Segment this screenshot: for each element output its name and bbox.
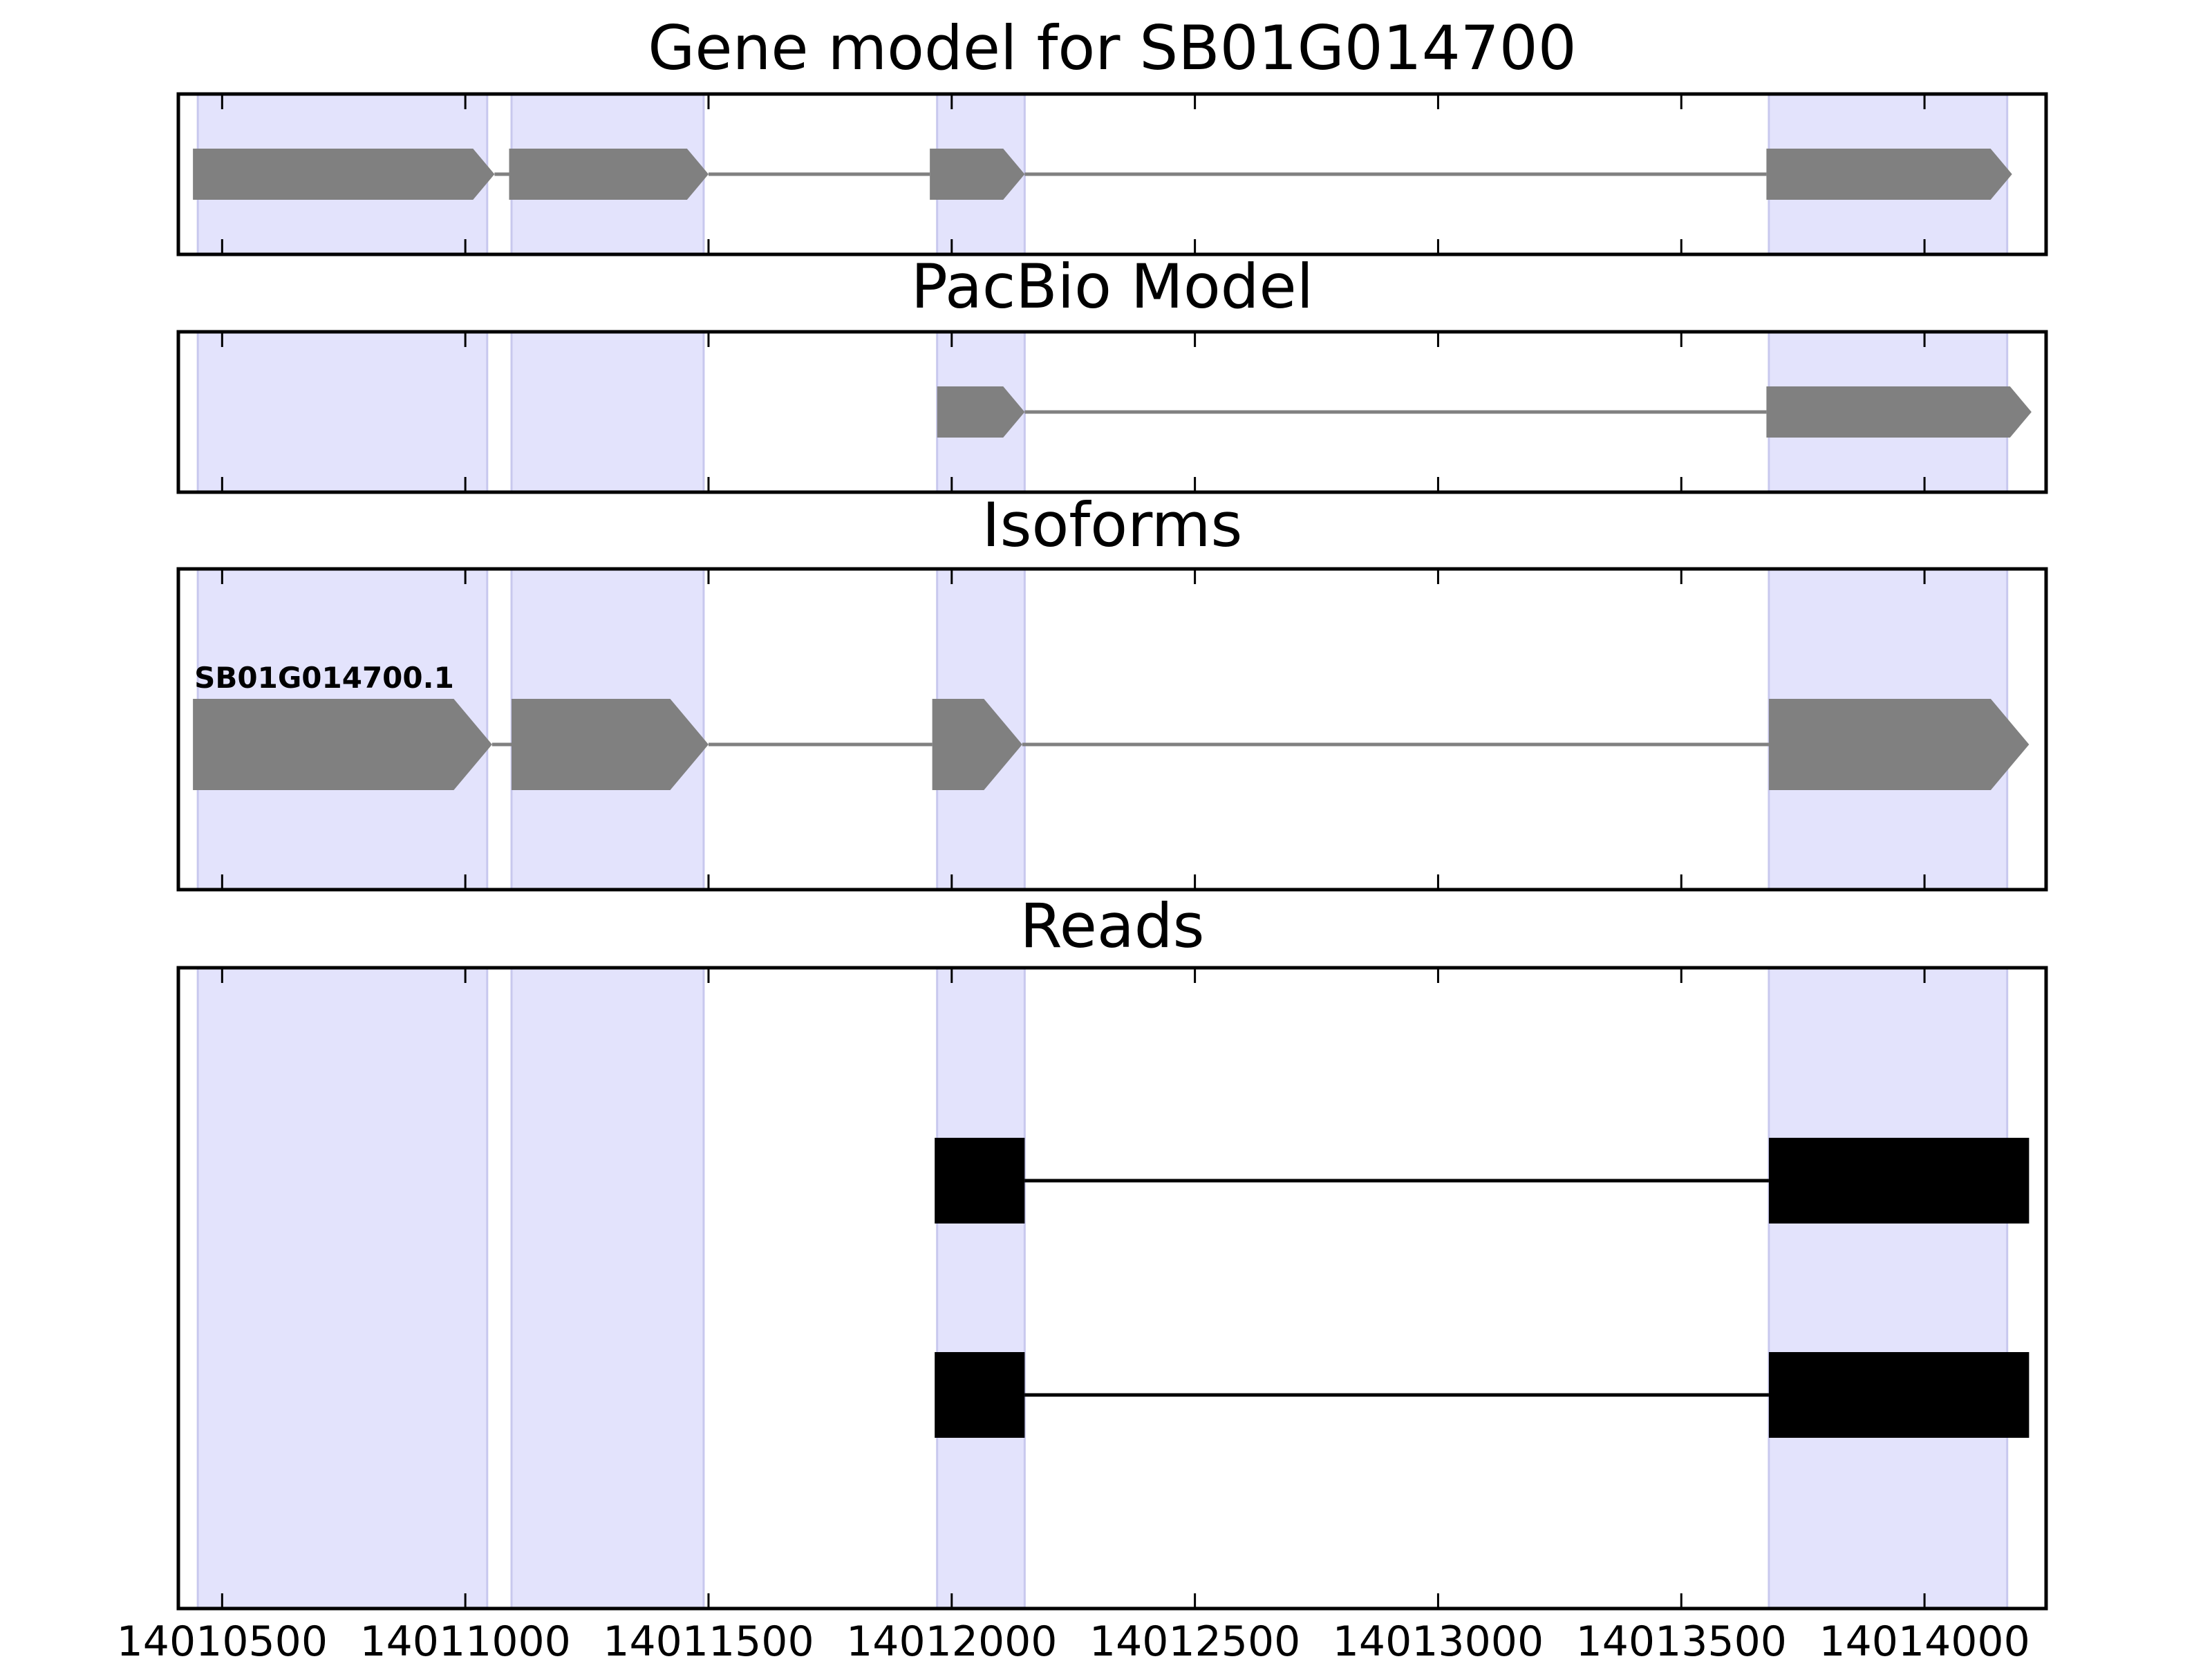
exon-band <box>196 966 489 1610</box>
panel-2: Isoforms SB01G014700.1 <box>176 489 2048 892</box>
exon-band <box>510 330 705 494</box>
exon-arrow <box>937 386 1025 438</box>
exon-band <box>510 966 705 1610</box>
feature-track <box>937 386 2032 438</box>
exon-arrow <box>193 699 492 790</box>
exon-arrow <box>1768 699 2030 790</box>
feature-track <box>935 1138 2030 1224</box>
exon-arrow <box>193 149 495 200</box>
feature-track <box>935 1352 2030 1438</box>
isoform-label: SB01G014700.1 <box>194 661 454 695</box>
panel-3: Reads <box>176 890 2048 1611</box>
exon-arrow <box>930 149 1025 200</box>
exon-band <box>196 330 489 494</box>
feature-track: SB01G014700.1 <box>193 661 2030 790</box>
panel-frame <box>176 966 2048 1611</box>
panel-title: Isoforms <box>982 489 1243 561</box>
panel-frame <box>176 567 2048 892</box>
x-tick-label: 14011000 <box>359 1618 570 1659</box>
panel-title: Gene model for SB01G014700 <box>648 12 1577 84</box>
x-tick-label: 14012000 <box>846 1618 1057 1659</box>
panel-frame <box>176 92 2048 256</box>
exon-block <box>935 1138 1025 1224</box>
panel-title: Reads <box>1020 890 1205 962</box>
x-tick-label: 14012500 <box>1089 1618 1300 1659</box>
exon-block <box>935 1352 1025 1438</box>
exon-arrow <box>1766 386 2032 438</box>
exon-arrow <box>511 699 709 790</box>
panel-1: PacBio Model <box>176 251 2048 494</box>
panel-title: PacBio Model <box>911 251 1313 322</box>
x-tick-label: 14010500 <box>117 1618 328 1659</box>
exon-arrow <box>509 149 709 200</box>
x-tick-label: 14014000 <box>1819 1618 2030 1659</box>
x-tick-label: 14013000 <box>1333 1618 1544 1659</box>
exon-arrow <box>932 699 1022 790</box>
x-tick-label: 14011500 <box>603 1618 814 1659</box>
panel-frame <box>176 330 2048 494</box>
feature-track <box>193 149 2012 200</box>
exon-block <box>1768 1352 2030 1438</box>
x-tick-label: 14013500 <box>1576 1618 1787 1659</box>
panels-layer: Gene model for SB01G014700 PacBio Model Is… <box>176 12 2048 1611</box>
exon-band <box>1768 966 2009 1610</box>
panel-0: Gene model for SB01G014700 <box>176 12 2048 256</box>
exon-arrow <box>1766 149 2012 200</box>
exon-band <box>936 966 1026 1610</box>
exon-block <box>1768 1138 2030 1224</box>
x-axis: 14010500 14011000 14011500 14012000 14012500… <box>117 1618 2030 1659</box>
